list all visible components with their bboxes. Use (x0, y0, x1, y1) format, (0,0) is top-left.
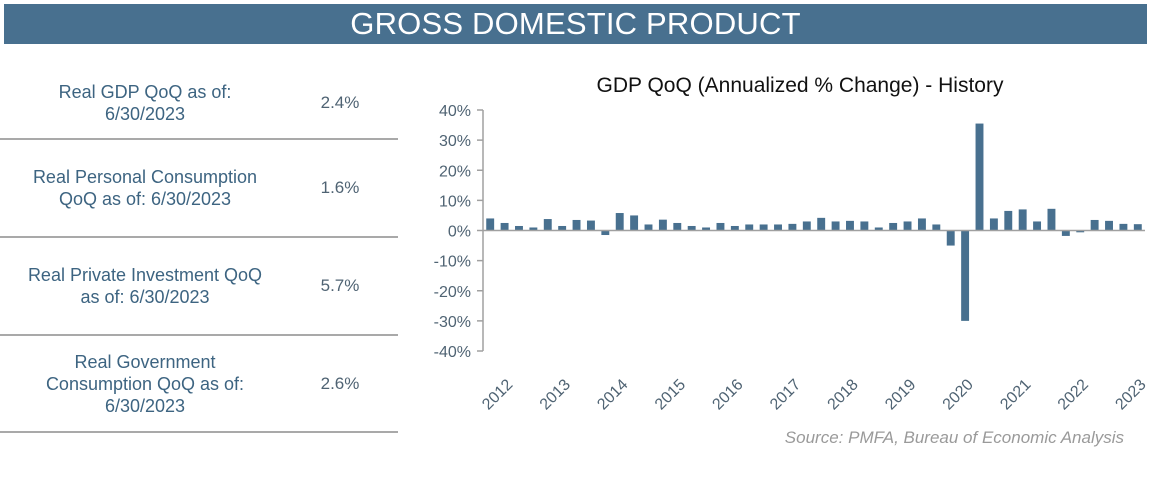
x-year-label: 2021 (997, 376, 1034, 413)
y-tick-label: -40% (434, 344, 471, 361)
bar-2021Q1 (1004, 210, 1013, 231)
bar-2014Q4 (644, 224, 653, 231)
bar-2017Q1 (774, 224, 782, 231)
bar-2013Q4 (586, 220, 595, 231)
y-tick-label: 40% (439, 103, 471, 120)
stat-label-line: Consumption QoQ as of: (45, 373, 245, 394)
bar-2019Q2 (903, 221, 912, 231)
stat-label-line: Real GDP QoQ as of: (58, 82, 232, 102)
stat-label: Real Private Investment QoQ as of: 6/30/… (0, 264, 290, 308)
stat-row-personal-consumption: Real Personal Consumption QoQ as of: 6/3… (0, 140, 398, 238)
bar-2013Q3 (572, 219, 581, 231)
bar-2022Q4 (1105, 220, 1113, 231)
bar-2019Q4 (932, 224, 941, 231)
page-title-banner: GROSS DOMESTIC PRODUCT (4, 4, 1147, 44)
x-year-label: 2022 (1055, 376, 1092, 413)
stat-label-line: as of: 6/30/2023 (80, 287, 210, 307)
bar-2019Q3 (917, 218, 926, 231)
bar-2016Q1 (716, 222, 725, 231)
gdp-qoq-bar-chart: 40% 30% 20% 10% 0% -10% -20% -30% -40% 2012 2013 20… (434, 103, 1150, 413)
bar-2017Q4 (817, 217, 826, 231)
bar-2023Q2 (1133, 224, 1142, 231)
bar-2013Q1 (543, 219, 552, 231)
x-year-label: 2014 (594, 376, 631, 413)
stat-label: Real Government Consumption QoQ as of: 6… (0, 351, 290, 417)
bar-2014Q1 (601, 230, 610, 236)
y-tick-label: 10% (439, 193, 471, 210)
stat-label-line: 6/30/2023 (104, 104, 186, 124)
stat-value: 5.7% (320, 276, 360, 295)
bar-2021Q2 (1018, 209, 1027, 231)
x-year-label: 2013 (537, 376, 574, 413)
bar-2015Q3 (687, 225, 696, 231)
bar-2018Q2 (846, 220, 854, 231)
bar-2015Q4 (702, 227, 711, 231)
bar-2016Q4 (759, 224, 768, 231)
bar-2020Q2 (961, 230, 970, 321)
x-year-label: 2017 (767, 376, 804, 413)
bar-2015Q2 (673, 222, 682, 231)
stat-label: Real GDP QoQ as of: 6/30/2023 (0, 81, 290, 125)
stat-row-real-gdp: Real GDP QoQ as of: 6/30/2023 2.4% (0, 68, 398, 140)
bar-2012Q2 (500, 222, 509, 231)
bar-2017Q2 (788, 223, 797, 231)
bar-2022Q1 (1061, 230, 1070, 236)
bar-2020Q4 (989, 218, 998, 231)
source-note: Source: PMFA, Bureau of Economic Analysi… (784, 428, 1124, 447)
y-tick-label: 0% (448, 224, 471, 241)
bar-2020Q3 (975, 123, 984, 231)
y-tick-label: -30% (434, 314, 471, 331)
stat-value: 2.4% (320, 93, 360, 112)
bar-2023Q1 (1119, 223, 1128, 231)
bar-2022Q3 (1090, 219, 1099, 231)
bar-2021Q4 (1047, 208, 1056, 231)
bar-2016Q3 (745, 224, 754, 231)
chart-title: GDP QoQ (Annualized % Change) - History (596, 74, 1004, 97)
x-year-label: 2018 (825, 376, 862, 413)
bar-2017Q3 (802, 221, 811, 231)
bar-2019Q1 (889, 222, 898, 231)
stat-row-private-investment: Real Private Investment QoQ as of: 6/30/… (0, 238, 398, 336)
bar-2016Q2 (730, 225, 739, 231)
y-tick-label: -20% (434, 284, 471, 301)
x-year-label: 2016 (709, 376, 746, 413)
page-title: GROSS DOMESTIC PRODUCT (350, 6, 801, 41)
bar-2018Q3 (860, 221, 869, 231)
stat-label: Real Personal Consumption QoQ as of: 6/3… (0, 166, 290, 210)
stat-label-line: Real Government (74, 351, 216, 372)
x-year-label: 2012 (479, 376, 516, 413)
bar-2014Q3 (630, 215, 639, 231)
stat-row-government-consumption: Real Government Consumption QoQ as of: 6… (0, 336, 398, 433)
bar-2012Q1 (486, 218, 495, 231)
x-year-label: 2023 (1112, 376, 1149, 413)
bar-2020Q1 (946, 230, 955, 246)
stat-label-line: Real Personal Consumption (32, 167, 258, 187)
bar-2012Q4 (529, 227, 538, 231)
x-year-label: 2020 (940, 376, 977, 413)
y-tick-label: 30% (439, 133, 471, 150)
stat-label-line: QoQ as of: 6/30/2023 (58, 189, 232, 209)
y-tick-label: 20% (439, 163, 471, 180)
y-tick-label: -10% (434, 254, 471, 271)
bar-2021Q3 (1033, 221, 1042, 231)
bar-2015Q1 (658, 219, 667, 231)
bar-2018Q4 (874, 227, 883, 231)
stat-label-line: 6/30/2023 (104, 395, 186, 416)
stat-label-line: Real Private Investment QoQ (27, 265, 263, 285)
stat-value: 1.6% (320, 178, 360, 197)
x-year-label: 2019 (882, 376, 919, 413)
stat-value: 2.6% (320, 373, 360, 393)
bar-2013Q2 (558, 225, 567, 231)
bar-2014Q2 (615, 213, 624, 231)
bar-2012Q3 (515, 225, 523, 231)
x-year-label: 2015 (652, 376, 689, 413)
stats-panel: Real GDP QoQ as of: 6/30/2023 2.4% Real … (0, 68, 398, 433)
bar-2022Q2 (1076, 230, 1085, 233)
bar-2018Q1 (831, 221, 840, 231)
